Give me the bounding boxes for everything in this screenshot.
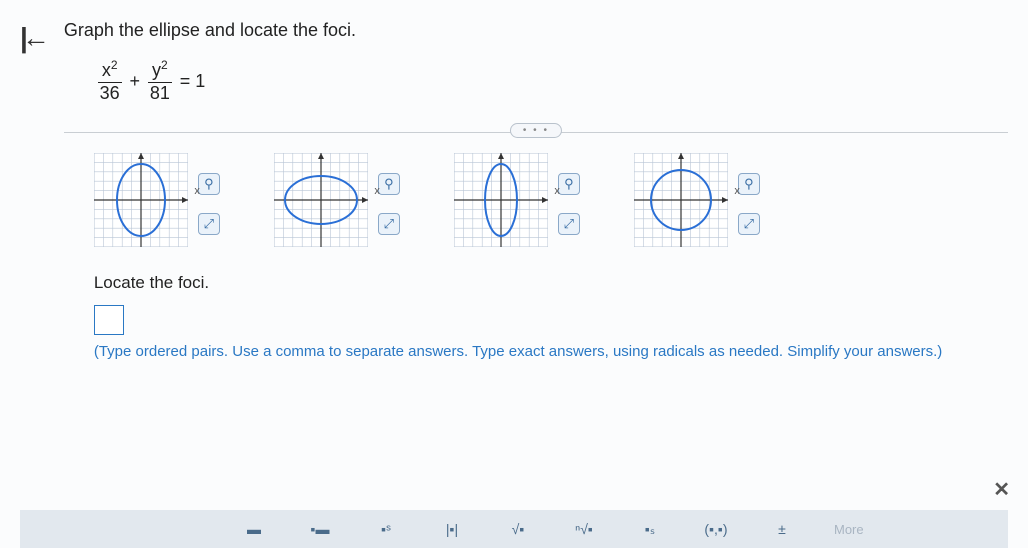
math-toolbar: ▬ ▪▬ ▪ˢ |▪| √▪ ⁿ√▪ ▪ₛ (▪,▪) ± More [20,510,1008,548]
graph-option-2[interactable]: x ⚲ ⤢ [274,153,400,247]
axis-x-label: x [194,185,200,197]
tb-power[interactable]: ▪ˢ [372,521,400,537]
expand-icon[interactable]: ⤢ [198,213,220,235]
section-divider: • • • [64,132,1008,133]
axis-x-label: x [554,185,560,197]
zoom-icon[interactable]: ⚲ [738,173,760,195]
expand-icon[interactable]: ⤢ [378,213,400,235]
answer-hint: (Type ordered pairs. Use a comma to sepa… [94,341,954,362]
zoom-icon[interactable]: ⚲ [558,173,580,195]
locate-foci-label: Locate the foci. [94,273,1008,293]
axis-x-label: x [734,185,740,197]
foci-answer-input[interactable] [94,305,124,335]
tb-sqrt[interactable]: √▪ [504,521,532,537]
tb-plus-minus[interactable]: ± [768,521,796,537]
tb-abs[interactable]: |▪| [438,521,466,537]
graph-option-1[interactable]: x ⚲ ⤢ [94,153,220,247]
tb-fraction[interactable]: ▬ [240,521,268,537]
tb-mixed-fraction[interactable]: ▪▬ [306,521,334,537]
graph-option-3[interactable]: x ⚲ ⤢ [454,153,580,247]
tb-more[interactable]: More [834,522,862,537]
tb-nth-root[interactable]: ⁿ√▪ [570,521,598,537]
equation: x2 36 + y2 81 = 1 [98,59,1008,104]
tb-ordered-pair[interactable]: (▪,▪) [702,521,730,537]
close-icon[interactable]: ✕ [993,477,1010,502]
axis-x-label: x [374,185,380,197]
tb-subscript[interactable]: ▪ₛ [636,521,664,538]
zoom-icon[interactable]: ⚲ [198,173,220,195]
graph-option-4[interactable]: x ⚲ ⤢ [634,153,760,247]
question-prompt: Graph the ellipse and locate the foci. [64,20,1008,41]
expand-icon[interactable]: ⤢ [738,213,760,235]
zoom-icon[interactable]: ⚲ [378,173,400,195]
back-button[interactable]: |← [20,20,44,54]
more-dots-pill[interactable]: • • • [510,123,562,138]
expand-icon[interactable]: ⤢ [558,213,580,235]
